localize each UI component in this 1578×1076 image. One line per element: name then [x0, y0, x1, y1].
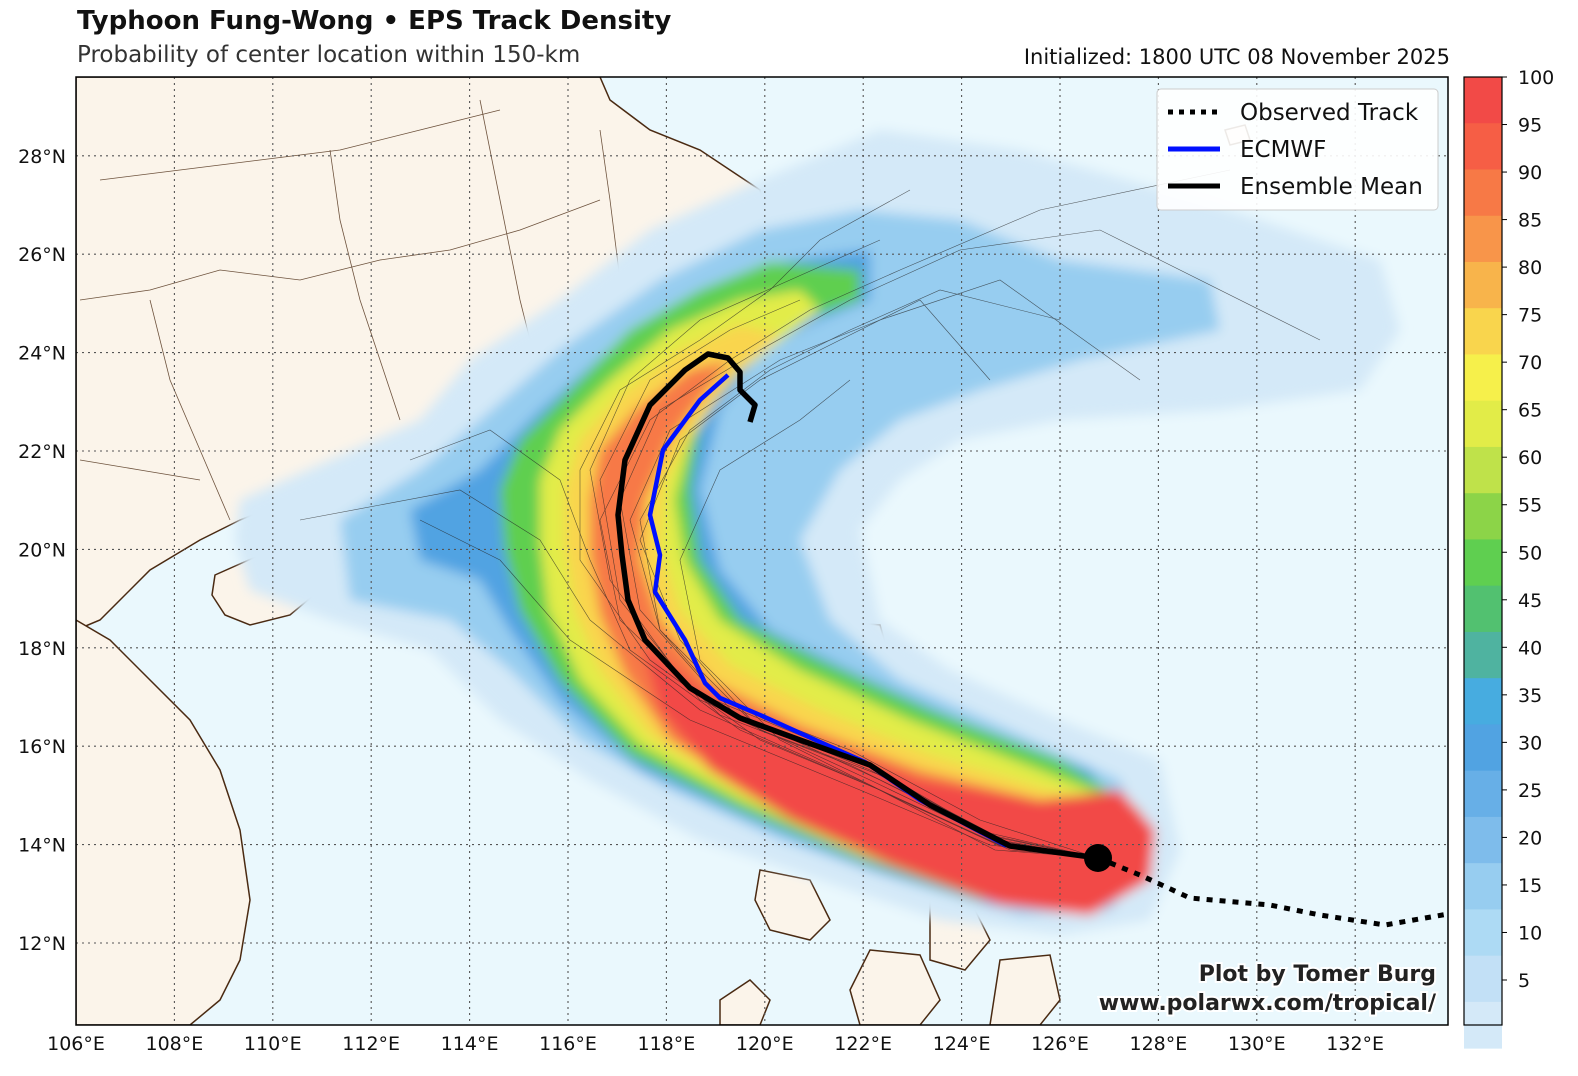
colorbar-band [1464, 261, 1502, 309]
legend: Observed Track ECMWF Ensemble Mean [1156, 88, 1439, 211]
lat-lon-grid [76, 77, 1448, 1025]
lat-tick-label: 14°N [18, 835, 66, 857]
colorbar-tick-label: 75 [1518, 305, 1542, 327]
colorbar-tick-label: 100 [1518, 67, 1554, 89]
colorbar-band [1464, 863, 1502, 910]
lon-tick-label: 124°E [933, 1033, 991, 1055]
mindanao-north [989, 954, 1061, 1025]
colorbar-band [1464, 585, 1502, 633]
credit-author: Plot by Tomer Burg [1199, 962, 1436, 987]
chart-title: Typhoon Fung-Wong • EPS Track Density [77, 6, 672, 36]
colorbar-band [1464, 909, 1502, 957]
lat-tick-label: 22°N [18, 441, 66, 463]
colorbar-band [1464, 816, 1502, 864]
init-time: Initialized: 1800 UTC 08 November 2025 [1023, 45, 1450, 69]
colorbar-tick-label: 60 [1518, 447, 1542, 469]
lat-tick-label: 20°N [18, 539, 66, 561]
legend-label-ecmwf: ECMWF [1240, 137, 1326, 163]
map-frame [75, 76, 1449, 1026]
credit-url: www.polarwx.com/tropical/ [1099, 991, 1437, 1016]
lon-tick-label: 122°E [834, 1033, 892, 1055]
lon-tick-label: 112°E [342, 1033, 400, 1055]
current-position-marker [1084, 844, 1112, 872]
lat-tick-label: 24°N [18, 343, 66, 365]
colorbar-band [1464, 400, 1502, 448]
colorbar-tick-label: 5 [1518, 970, 1530, 992]
colorbar-tick-label: 80 [1518, 257, 1542, 279]
lon-tick-label: 120°E [736, 1033, 794, 1055]
lat-tick-label: 16°N [18, 736, 66, 758]
lat-tick-labels: 12°N 14°N 16°N 18°N 20°N 22°N 24°N 26°N 28°N [18, 146, 66, 955]
colorbar-tick-label: 20 [1518, 827, 1542, 849]
colorbar-tick-label: 70 [1518, 352, 1542, 374]
colorbar-band [1464, 678, 1502, 725]
legend-label-mean: Ensemble Mean [1240, 174, 1423, 200]
lon-tick-label: 132°E [1326, 1033, 1384, 1055]
colorbar-band [1464, 493, 1502, 540]
lon-tick-label: 106°E [47, 1033, 105, 1055]
lon-tick-labels: 106°E 108°E 110°E 112°E 114°E 116°E 118°E 120°E… [47, 1033, 1384, 1055]
colorbar-tick-label: 45 [1518, 590, 1542, 612]
colorbar-band [1464, 539, 1502, 587]
lon-tick-label: 108°E [146, 1033, 204, 1055]
colorbar-tick-label: 10 [1518, 922, 1542, 944]
colorbar-band [1464, 215, 1502, 263]
colorbar-band [1464, 631, 1502, 679]
colorbar-tick-label: 55 [1518, 495, 1542, 517]
colorbar-band [1464, 77, 1502, 124]
colorbar-tick-label: 95 [1518, 115, 1542, 137]
colorbar-tick-label: 40 [1518, 637, 1542, 659]
colorbar-band [1464, 169, 1502, 217]
colorbar-tick-label: 30 [1518, 732, 1542, 754]
lon-tick-label: 116°E [539, 1033, 597, 1055]
colorbar-band [1464, 446, 1502, 494]
chart-subtitle: Probability of center location within 15… [77, 42, 581, 68]
lat-tick-label: 28°N [18, 146, 66, 168]
colorbar-band [1464, 308, 1502, 355]
lat-tick-label: 18°N [18, 638, 66, 660]
lat-tick-label: 12°N [18, 933, 66, 955]
colorbar-tick-label: 15 [1518, 875, 1542, 897]
lon-tick-label: 118°E [638, 1033, 696, 1055]
colorbar-tick-label: 65 [1518, 400, 1542, 422]
lon-tick-label: 130°E [1228, 1033, 1286, 1055]
lon-tick-label: 114°E [441, 1033, 499, 1055]
lon-tick-label: 110°E [244, 1033, 302, 1055]
colorbar-band [1464, 724, 1502, 772]
colorbar-tick-label: 25 [1518, 780, 1542, 802]
colorbar-band [1464, 354, 1502, 402]
colorbar-band [1464, 955, 1502, 1003]
colorbar-tick-label: 50 [1518, 542, 1542, 564]
visayas [849, 949, 941, 1025]
palawan [719, 979, 771, 1025]
lon-tick-label: 128°E [1130, 1033, 1188, 1055]
colorbar-band [1464, 123, 1502, 170]
vietnam [76, 619, 251, 1025]
colorbar-tick-label: 35 [1518, 685, 1542, 707]
colorbar: 5 10 15 20 25 30 35 40 45 50 55 60 65 70 75 80 85 90 95 100 [1463, 67, 1554, 1049]
mindoro [754, 869, 831, 941]
colorbar-tick-label: 90 [1518, 162, 1542, 184]
lon-tick-label: 126°E [1031, 1033, 1089, 1055]
lat-tick-label: 26°N [18, 244, 66, 266]
ensemble-mean-track [615, 351, 1099, 861]
colorbar-band [1464, 770, 1502, 818]
legend-label-observed: Observed Track [1240, 100, 1419, 126]
colorbar-frame [1463, 76, 1503, 1026]
colorbar-tick-label: 85 [1518, 210, 1542, 232]
